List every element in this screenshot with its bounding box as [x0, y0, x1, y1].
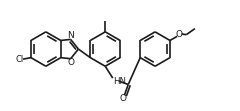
Text: N: N [67, 31, 74, 40]
Text: O: O [120, 94, 127, 103]
Text: Cl: Cl [15, 55, 23, 64]
Text: O: O [67, 58, 74, 67]
Text: O: O [176, 30, 183, 39]
Text: HN: HN [114, 77, 127, 86]
